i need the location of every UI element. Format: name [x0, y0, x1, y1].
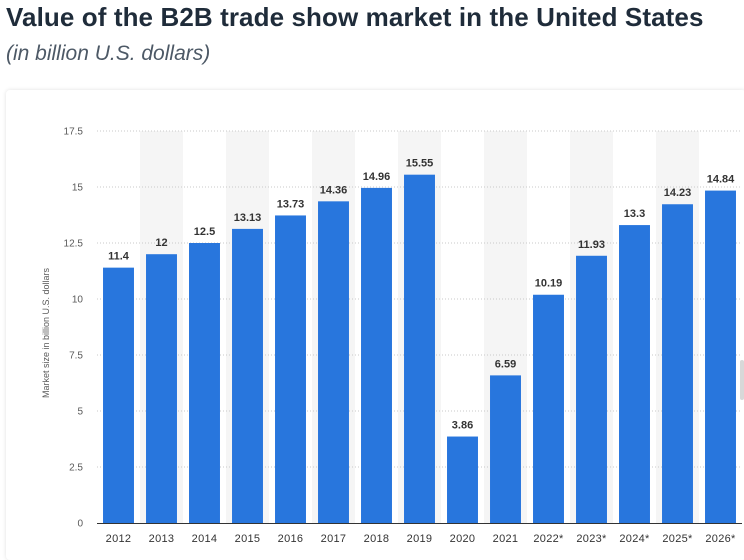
x-tick-label: 2023*: [576, 533, 607, 545]
x-tick-label: 2026*: [705, 533, 736, 545]
bar: [576, 255, 607, 523]
bar: [232, 228, 263, 523]
x-tick-label: 2014: [192, 533, 218, 545]
y-tick-label: 15: [72, 183, 84, 194]
data-label: 14.96: [363, 171, 391, 183]
scrollbar[interactable]: [740, 360, 744, 400]
bar: [404, 174, 435, 523]
data-label: 14.23: [664, 187, 692, 199]
x-tick-label: 2020: [450, 533, 476, 545]
y-tick-label: 7.5: [69, 351, 83, 362]
data-label: 14.84: [707, 174, 735, 186]
bar: [533, 294, 564, 523]
data-label: 13.13: [234, 212, 262, 224]
data-label: 10.19: [535, 278, 563, 290]
data-label: 11.4: [108, 251, 130, 263]
y-axis-title: Market size in billion U.S. dollars: [41, 267, 51, 398]
chart-subtitle: (in billion U.S. dollars): [6, 42, 211, 65]
chart-title: Value of the B2B trade show market in th…: [6, 2, 704, 32]
data-label: 14.36: [320, 184, 348, 196]
data-label: 3.86: [452, 420, 473, 432]
bar: [447, 436, 478, 523]
data-label: 15.55: [406, 158, 434, 170]
x-tick-label: 2024*: [619, 533, 650, 545]
data-label: 12.5: [194, 226, 215, 238]
y-tick-label: 17.5: [64, 127, 84, 138]
x-tick-label: 2012: [106, 533, 132, 545]
y-tick-label: 5: [77, 407, 83, 418]
x-tick-label: 2017: [321, 533, 347, 545]
bar: [189, 243, 220, 523]
bar: [146, 254, 177, 523]
x-tick-label: 2016: [278, 533, 304, 545]
x-tick-label: 2018: [364, 533, 390, 545]
x-tick-label: 2015: [235, 533, 261, 545]
data-label: 13.73: [277, 198, 305, 210]
data-label: 11.93: [578, 239, 605, 251]
x-tick-label: 2025*: [662, 533, 693, 545]
bar: [361, 187, 392, 523]
data-label: 6.59: [495, 358, 516, 370]
y-tick-label: 10: [72, 295, 84, 306]
bar: [275, 215, 306, 523]
bar: [619, 225, 650, 523]
bar: [662, 204, 693, 524]
x-tick-label: 2013: [149, 533, 175, 545]
data-label: 12: [155, 237, 167, 249]
x-tick-label: 2022*: [533, 533, 564, 545]
y-tick-label: 2.5: [69, 463, 83, 474]
bar: [490, 375, 521, 523]
y-tick-label: 12.5: [64, 239, 84, 250]
x-tick-label: 2021: [493, 533, 519, 545]
y-tick-label: 0: [77, 519, 83, 530]
bar: [103, 267, 134, 523]
bar: [705, 190, 736, 524]
x-tick-label: 2019: [407, 533, 433, 545]
data-label: 13.3: [624, 208, 645, 220]
bar: [318, 201, 349, 523]
